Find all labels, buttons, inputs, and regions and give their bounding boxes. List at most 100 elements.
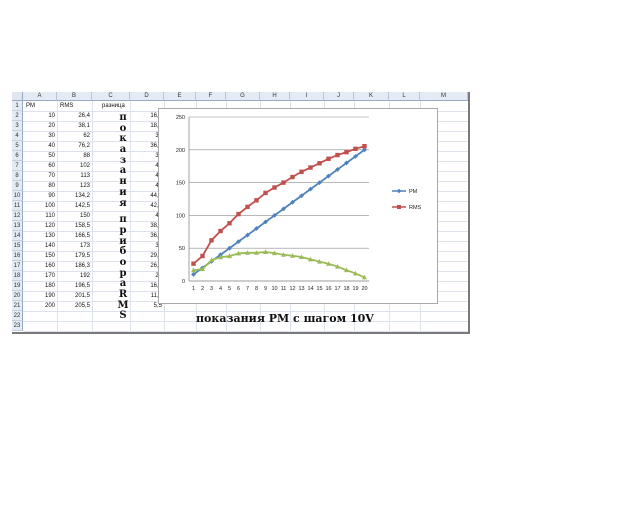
data-point[interactable]: [227, 245, 232, 251]
data-point[interactable]: [209, 238, 214, 243]
cell-c11[interactable]: 42,5: [150, 203, 162, 209]
data-point[interactable]: [227, 253, 232, 259]
cell-b5[interactable]: 76,2: [78, 143, 90, 149]
row-header-7[interactable]: 7: [12, 161, 23, 171]
cell-a6[interactable]: 50: [48, 153, 55, 159]
cell-b17[interactable]: 186,3: [74, 263, 90, 269]
data-point[interactable]: [344, 267, 349, 273]
data-point[interactable]: [299, 254, 304, 260]
data-point[interactable]: [200, 253, 205, 259]
data-point[interactable]: [308, 165, 313, 170]
data-point[interactable]: [191, 261, 196, 266]
row-header-3[interactable]: 3: [12, 121, 23, 131]
data-point[interactable]: [245, 250, 250, 255]
data-point[interactable]: [245, 232, 250, 238]
row-header-1[interactable]: 1: [12, 101, 23, 111]
row-header-23[interactable]: 23: [12, 321, 23, 331]
column-header-e[interactable]: E: [164, 92, 196, 101]
data-point[interactable]: [362, 143, 367, 149]
data-point[interactable]: [218, 254, 223, 260]
data-point[interactable]: [326, 173, 331, 179]
row-header-11[interactable]: 11: [12, 201, 23, 211]
data-point[interactable]: [299, 169, 304, 174]
cell-a14[interactable]: 130: [44, 233, 55, 239]
data-point[interactable]: [308, 256, 313, 262]
cell-b18[interactable]: 192: [79, 273, 90, 279]
cell-a19[interactable]: 180: [44, 283, 55, 289]
cell-c3[interactable]: 18,1: [150, 123, 162, 129]
cell-c10[interactable]: 44,2: [150, 193, 162, 199]
cell-b8[interactable]: 113: [80, 173, 90, 179]
cell-a18[interactable]: 170: [44, 273, 55, 279]
cell-b20[interactable]: 201,5: [74, 293, 90, 299]
cell-a5[interactable]: 40: [48, 143, 55, 149]
row-header-14[interactable]: 14: [12, 231, 23, 241]
cell-b14[interactable]: 166,5: [74, 233, 90, 239]
cell-a3[interactable]: 20: [48, 123, 55, 129]
column-header-f[interactable]: F: [196, 92, 226, 101]
data-point[interactable]: [191, 267, 196, 273]
data-point[interactable]: [254, 250, 259, 255]
column-header-g[interactable]: G: [226, 92, 260, 101]
row-header-20[interactable]: 20: [12, 291, 23, 301]
column-header-i[interactable]: I: [290, 92, 324, 101]
row-header-2[interactable]: 2: [12, 111, 23, 121]
column-header-b[interactable]: B: [57, 92, 92, 101]
cell-b6[interactable]: 88: [83, 153, 90, 159]
data-point[interactable]: [236, 239, 241, 245]
data-point[interactable]: [200, 266, 205, 272]
data-point[interactable]: [335, 263, 340, 269]
cell-b2[interactable]: 26,4: [78, 113, 90, 119]
cell-c5[interactable]: 36,2: [150, 143, 162, 149]
cell-a13[interactable]: 120: [44, 223, 55, 229]
row-header-18[interactable]: 18: [12, 271, 23, 281]
cell-a17[interactable]: 160: [44, 263, 55, 269]
data-point[interactable]: [263, 190, 268, 196]
cell-b3[interactable]: 38,1: [78, 123, 90, 129]
data-point[interactable]: [227, 221, 232, 226]
cell-b19[interactable]: 196,5: [74, 283, 90, 289]
data-point[interactable]: [281, 180, 286, 185]
line-chart[interactable]: 0 50 100 150 200 250 1 2 3 4 5 6 7 8 9 10 11 12 13 14 15 16 17…: [158, 108, 438, 304]
cell-a7[interactable]: 60: [48, 163, 55, 169]
row-header-16[interactable]: 16: [12, 251, 23, 261]
cell-a10[interactable]: 90: [48, 193, 55, 199]
cell-b1[interactable]: RMS: [60, 103, 74, 109]
row-header-6[interactable]: 6: [12, 151, 23, 161]
data-point[interactable]: [326, 261, 331, 266]
column-header-k[interactable]: K: [354, 92, 389, 101]
cell-b15[interactable]: 173: [79, 243, 90, 249]
row-header-13[interactable]: 13: [12, 221, 23, 231]
cell-c20[interactable]: 11,5: [150, 293, 162, 299]
data-point[interactable]: [290, 174, 295, 180]
cell-a20[interactable]: 190: [44, 293, 55, 299]
data-point[interactable]: [317, 180, 322, 185]
select-all-corner[interactable]: [12, 92, 23, 101]
data-point[interactable]: [272, 250, 277, 256]
cell-a9[interactable]: 80: [48, 183, 55, 189]
cell-c2[interactable]: 16,4: [150, 113, 162, 119]
row-header-19[interactable]: 19: [12, 281, 23, 291]
cell-c1[interactable]: разница: [102, 103, 125, 109]
row-header-4[interactable]: 4: [12, 131, 23, 141]
cell-b10[interactable]: 134,2: [74, 193, 90, 199]
data-point[interactable]: [209, 257, 214, 263]
data-point[interactable]: [344, 149, 349, 155]
column-header-c[interactable]: C: [92, 92, 130, 101]
row-header-15[interactable]: 15: [12, 241, 23, 251]
cell-a21[interactable]: 200: [44, 303, 55, 309]
data-point[interactable]: [317, 259, 322, 264]
row-header-17[interactable]: 17: [12, 261, 23, 271]
data-point[interactable]: [353, 270, 358, 276]
data-point[interactable]: [236, 211, 241, 217]
data-point[interactable]: [335, 152, 340, 158]
row-header-22[interactable]: 22: [12, 311, 23, 321]
data-point[interactable]: [281, 252, 286, 257]
cell-a2[interactable]: 10: [48, 113, 55, 119]
cell-b21[interactable]: 205,5: [74, 303, 90, 309]
data-point[interactable]: [263, 249, 268, 255]
column-header-d[interactable]: D: [130, 92, 164, 101]
cell-a11[interactable]: 100: [44, 203, 55, 209]
data-point[interactable]: [236, 250, 241, 256]
cell-a15[interactable]: 140: [44, 243, 55, 249]
